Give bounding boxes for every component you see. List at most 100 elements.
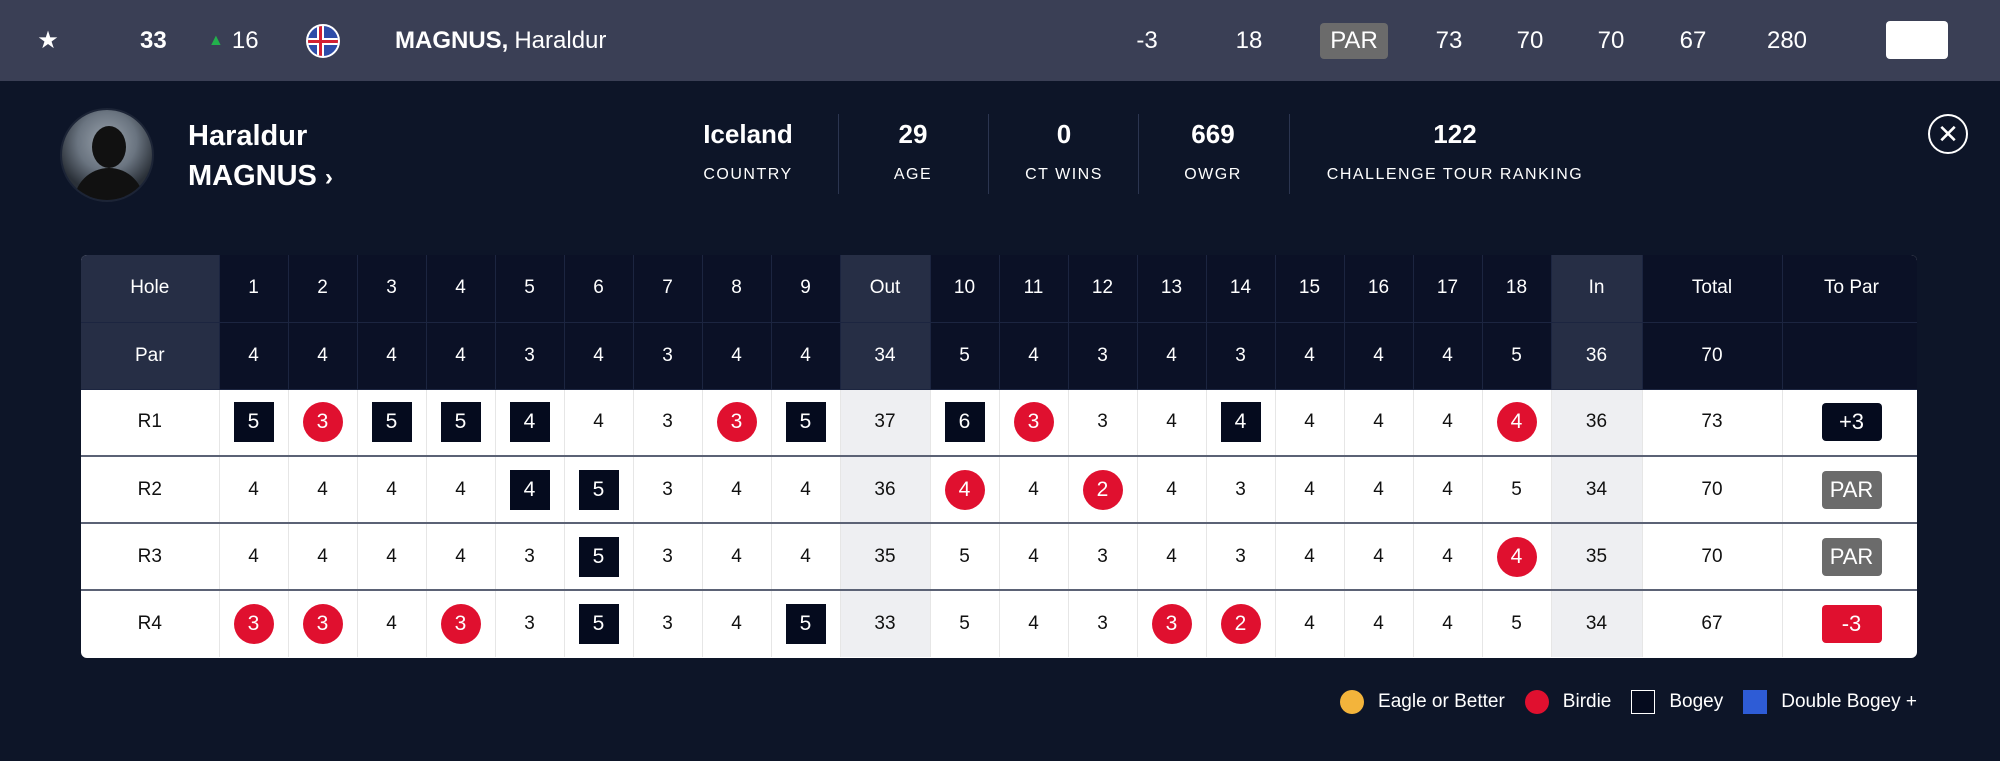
round-4-score: 67 [1679,26,1707,54]
bogey-swatch-icon [1631,690,1656,714]
player-name[interactable]: MAGNUS, Haraldur [395,0,606,81]
score-cell: 4 [1206,389,1276,457]
stat-value: 122 [1433,119,1477,149]
round-row: R4 3 3 4 3 3 5 3 4 5 33 5 4 3 3 2 4 4 4 5 34 67 -3 [81,590,1917,657]
movement-value: 16 [231,26,259,54]
to-par-badge: PAR [1821,470,1882,509]
score-cell: 37 [840,389,931,457]
player-summary-bar[interactable]: ★ 33 ▲ 16 MAGNUS, Haraldur -3 18 PAR 73 … [0,0,2000,81]
ranking-badge: 122 [1886,21,1948,59]
round-label: R4 [81,590,220,657]
up-arrow-icon: ▲ [208,31,224,49]
position-movement: ▲ 16 [208,0,259,81]
score-cell: 35 [840,523,931,591]
score-cell: 33 [840,590,931,657]
birdie-marker: 3 [440,604,481,644]
score-cell: 4 [1275,456,1345,524]
table-cell: 8 [702,255,772,323]
score-cell: 3 [1206,456,1276,524]
bogey-marker: 5 [233,402,274,443]
bogey-marker: 4 [1220,402,1261,443]
score-cell: 4 [564,389,634,457]
score-cell: 4 [999,456,1069,524]
table-cell: 18 [1482,255,1552,323]
score-cell: 4 [1275,523,1345,591]
score-cell: 6 [930,389,1000,457]
table-cell: 4 [1137,322,1207,390]
score-cell: 4 [426,456,496,524]
score-cell: 4 [357,523,427,591]
table-cell: 70 [1642,322,1783,390]
score-cell: 4 [1413,389,1483,457]
table-cell: 5 [495,255,565,323]
score-cell: 3 [288,590,358,657]
score-cell: 5 [1482,590,1552,657]
close-button[interactable]: ✕ [1928,114,1968,154]
birdie-marker: 3 [716,402,757,443]
birdie-marker: 2 [1220,604,1261,644]
table-cell: In [1551,255,1643,323]
score-cell: 4 [1137,456,1207,524]
score-cell: 4 [999,590,1069,657]
score-legend: Eagle or Better Birdie Bogey Double Boge… [1320,690,1917,714]
score-cell: 4 [702,523,772,591]
score-cell: 4 [1344,389,1414,457]
legend-bogey: Bogey [1631,690,1723,714]
to-par-cell: -3 [1782,590,1917,657]
birdie-marker: 3 [233,604,274,644]
table-cell: 5 [1482,322,1552,390]
table-cell: 17 [1413,255,1483,323]
score-cell: 3 [633,456,703,524]
bogey-marker: 5 [440,402,481,443]
table-cell: To Par [1782,255,1917,323]
score-cell: 5 [1482,456,1552,524]
score-cell: 3 [219,590,289,657]
table-cell: 14 [1206,255,1276,323]
score-cell: 5 [930,590,1000,657]
divider [1138,114,1139,194]
bogey-marker: 5 [578,469,619,510]
table-cell: 7 [633,255,703,323]
player-profile-link[interactable]: Haraldur MAGNUS › [188,116,333,198]
table-cell: Out [840,255,931,323]
legend-label: Double Bogey + [1781,691,1917,712]
score-cell: 4 [219,456,289,524]
score-cell: 2 [1068,456,1138,524]
stat-challenge-tour-ranking: 122 CHALLENGE TOUR RANKING [1310,114,1600,194]
round-label: R3 [81,523,220,591]
table-cell: 4 [426,322,496,390]
score-cell: 4 [1413,523,1483,591]
score-cell: 3 [999,389,1069,457]
eagle-swatch-icon [1340,690,1365,714]
table-cell: 4 [702,322,772,390]
bogey-marker: 5 [578,536,619,577]
table-cell: 2 [288,255,358,323]
table-cell: 4 [426,255,496,323]
to-par-badge: -3 [1821,605,1882,643]
favourite-star-icon[interactable]: ★ [37,27,59,54]
score-cell: 5 [930,523,1000,591]
table-cell: 3 [1206,322,1276,390]
stat-label: OWGR [1184,166,1242,183]
stat-ct-wins: 0 CT WINS [1008,114,1120,194]
score-cell: 3 [633,523,703,591]
round-row: R1 5 3 5 5 4 4 3 3 5 37 6 3 3 4 4 4 4 4 4 36 73 +3 [81,389,1917,457]
table-cell: 4 [1413,322,1483,390]
score-cell: 4 [1344,590,1414,657]
to-par-cell: PAR [1782,456,1917,524]
table-cell: 9 [771,255,841,323]
birdie-marker: 4 [1496,402,1537,443]
score-cell: 4 [288,456,358,524]
flag-iceland-icon [306,0,340,81]
round-row: R3 4 4 4 4 3 5 3 4 4 35 5 4 3 4 3 4 4 4 4 35 70 PAR [81,523,1917,591]
header-row: Hole 1 2 3 4 5 6 7 8 9 Out 10 11 12 13 14 15 16 17 18 In Tota… [81,255,1917,323]
divider [838,114,839,194]
score-cell: 67 [1642,590,1783,657]
table-cell: 3 [1068,322,1138,390]
score-cell: 3 [495,590,565,657]
stat-age: 29 AGE [868,114,958,194]
to-par-badge: PAR [1821,537,1882,576]
legend-label: Eagle or Better [1378,691,1505,712]
score-cell: 4 [999,523,1069,591]
score-cell: 3 [495,523,565,591]
